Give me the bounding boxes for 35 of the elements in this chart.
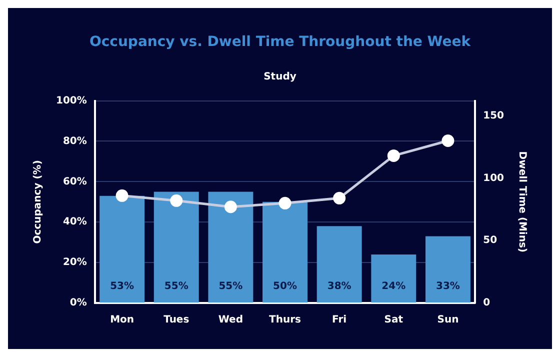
y-tick-label: 80% — [62, 136, 87, 147]
bar — [316, 226, 362, 302]
x-tick-label: Mon — [110, 314, 134, 326]
y-tick-label: 100% — [56, 95, 87, 106]
bar — [371, 254, 416, 302]
data-label: 55% — [164, 281, 188, 292]
data-label: 53% — [110, 281, 134, 292]
data-label: 50% — [273, 281, 297, 292]
x-tick-label: Wed — [218, 314, 244, 326]
x-tick-label: Tues — [164, 314, 190, 326]
y2-tick-label: 100 — [483, 172, 504, 184]
y2-tick-label: 150 — [483, 110, 504, 122]
y-axis-title: Occupancy (%) — [32, 160, 44, 244]
data-label: 24% — [382, 281, 406, 292]
bar — [425, 236, 470, 302]
y2-axis-title: Dwell Time (Mins) — [516, 151, 528, 252]
data-label: 55% — [218, 281, 243, 292]
chart-subtitle: Study — [264, 71, 297, 82]
chart-title: Occupancy vs. Dwell Time Throughout the Week — [89, 34, 472, 50]
data-label: 33% — [436, 281, 460, 292]
y2-tick-label: 50 — [483, 235, 498, 246]
bar — [100, 196, 145, 302]
y-tick-label: 0% — [70, 298, 87, 309]
bar — [154, 192, 199, 302]
data-label: 38% — [327, 281, 352, 292]
y-tick-label: 60% — [62, 176, 87, 188]
bar — [262, 202, 308, 302]
x-tick-label: Thurs — [269, 314, 302, 326]
x-tick-label: Sun — [437, 314, 459, 326]
y-tick-label: 20% — [62, 257, 87, 268]
y2-tick-label: 0 — [483, 298, 490, 309]
x-tick-label: Sat — [384, 314, 404, 326]
x-tick-label: Fri — [332, 314, 347, 326]
y-tick-label: 40% — [62, 216, 87, 228]
bar — [208, 192, 254, 302]
